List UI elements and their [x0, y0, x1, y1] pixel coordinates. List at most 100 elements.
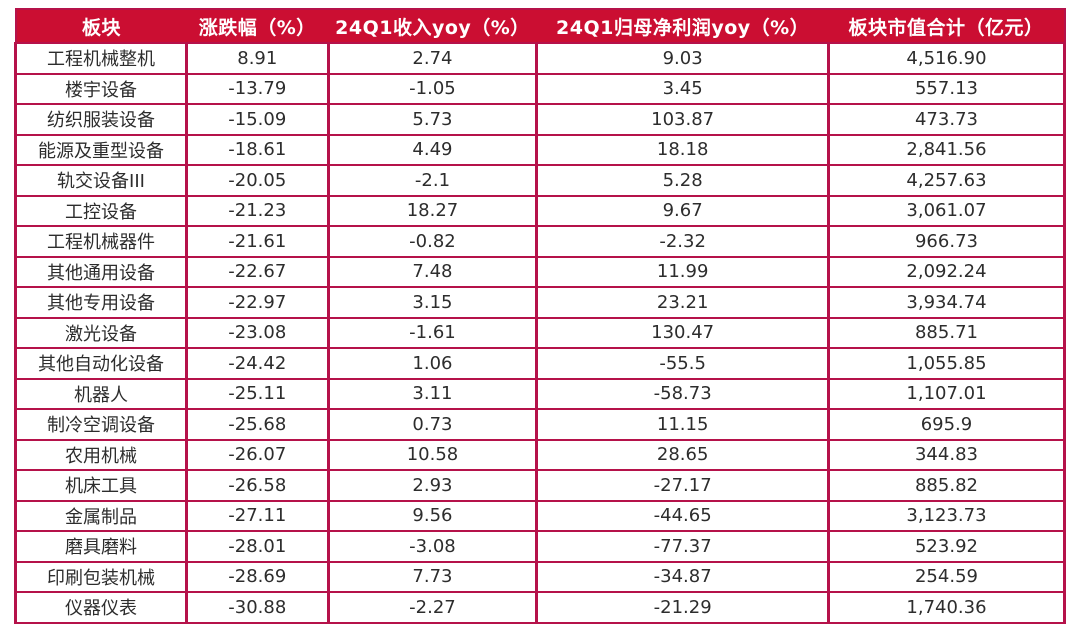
table-header-row: 板块 涨跌幅（%） 24Q1收入yoy（%） 24Q1归母净利润yoy（%） 板块市值合…: [15, 9, 1065, 43]
value-cell: -20.05: [184, 164, 330, 197]
value-cell: 523.92: [826, 530, 1067, 563]
sector-name-cell: 机器人: [14, 377, 188, 410]
value-cell: -25.68: [184, 408, 330, 441]
value-cell: 10.58: [326, 438, 539, 471]
table-header: 板块 涨跌幅（%） 24Q1收入yoy（%） 24Q1归母净利润yoy（%） 板块市值合…: [15, 9, 1065, 43]
sector-name-cell: 印刷包装机械: [14, 560, 188, 593]
value-cell: 5.73: [326, 103, 539, 136]
sector-name-cell: 农用机械: [14, 438, 188, 471]
table-row: 其他专用设备 -22.97 3.15 23.21 3,934.74: [14, 286, 1067, 319]
value-cell: 2.93: [326, 469, 539, 502]
value-cell: -21.23: [184, 194, 330, 227]
sector-name-cell: 金属制品: [14, 499, 188, 532]
value-cell: 2,092.24: [826, 255, 1067, 288]
value-cell: 4.49: [326, 133, 539, 166]
table-body: 工程机械整机 8.91 2.74 9.03 4,516.90 楼宇设备 -13.79 -1.0…: [14, 42, 1067, 624]
value-cell: -0.82: [326, 225, 539, 258]
value-cell: -21.61: [184, 225, 330, 258]
value-cell: -18.61: [184, 133, 330, 166]
value-cell: -44.65: [535, 499, 830, 532]
value-cell: 3,123.73: [826, 499, 1067, 532]
value-cell: -1.05: [326, 72, 539, 105]
table-row: 其他通用设备 -22.67 7.48 11.99 2,092.24: [14, 255, 1067, 288]
value-cell: 4,516.90: [826, 42, 1067, 75]
table-row: 工程机械整机 8.91 2.74 9.03 4,516.90: [14, 42, 1067, 75]
value-cell: -55.5: [535, 347, 830, 380]
sector-name-cell: 轨交设备III: [14, 164, 188, 197]
value-cell: -15.09: [184, 103, 330, 136]
value-cell: -23.08: [184, 316, 330, 349]
table-row: 机床工具 -26.58 2.93 -27.17 885.82: [14, 469, 1067, 502]
value-cell: -3.08: [326, 530, 539, 563]
value-cell: 3,934.74: [826, 286, 1067, 319]
sector-name-cell: 其他专用设备: [14, 286, 188, 319]
value-cell: 3,061.07: [826, 194, 1067, 227]
sector-name-cell: 制冷空调设备: [14, 408, 188, 441]
value-cell: 1.06: [326, 347, 539, 380]
value-cell: -13.79: [184, 72, 330, 105]
table-row: 楼宇设备 -13.79 -1.05 3.45 557.13: [14, 72, 1067, 105]
value-cell: 1,055.85: [826, 347, 1067, 380]
value-cell: 130.47: [535, 316, 830, 349]
value-cell: -2.32: [535, 225, 830, 258]
value-cell: 7.73: [326, 560, 539, 593]
value-cell: 23.21: [535, 286, 830, 319]
table-row: 农用机械 -26.07 10.58 28.65 344.83: [14, 438, 1067, 471]
value-cell: 2.74: [326, 42, 539, 75]
value-cell: 3.11: [326, 377, 539, 410]
sector-name-cell: 仪器仪表: [14, 591, 188, 624]
value-cell: 1,740.36: [826, 591, 1067, 624]
table-row: 纺织服装设备 -15.09 5.73 103.87 473.73: [14, 103, 1067, 136]
value-cell: 885.71: [826, 316, 1067, 349]
value-cell: 344.83: [826, 438, 1067, 471]
value-cell: 885.82: [826, 469, 1067, 502]
value-cell: 11.15: [535, 408, 830, 441]
value-cell: 3.15: [326, 286, 539, 319]
column-header-1: 涨跌幅（%）: [186, 9, 329, 43]
value-cell: 9.67: [535, 194, 830, 227]
table-row: 能源及重型设备 -18.61 4.49 18.18 2,841.56: [14, 133, 1067, 166]
value-cell: 473.73: [826, 103, 1067, 136]
value-cell: -24.42: [184, 347, 330, 380]
sector-name-cell: 其他通用设备: [14, 255, 188, 288]
sector-name-cell: 工程机械整机: [14, 42, 188, 75]
sector-name-cell: 纺织服装设备: [14, 103, 188, 136]
sector-name-cell: 能源及重型设备: [14, 133, 188, 166]
value-cell: 3.45: [535, 72, 830, 105]
value-cell: 11.99: [535, 255, 830, 288]
value-cell: 2,841.56: [826, 133, 1067, 166]
value-cell: 5.28: [535, 164, 830, 197]
value-cell: -58.73: [535, 377, 830, 410]
value-cell: -26.07: [184, 438, 330, 471]
value-cell: -30.88: [184, 591, 330, 624]
value-cell: 966.73: [826, 225, 1067, 258]
value-cell: 4,257.63: [826, 164, 1067, 197]
value-cell: -77.37: [535, 530, 830, 563]
table-row: 印刷包装机械 -28.69 7.73 -34.87 254.59: [14, 560, 1067, 593]
table-row: 轨交设备III -20.05 -2.1 5.28 4,257.63: [14, 164, 1067, 197]
value-cell: -22.67: [184, 255, 330, 288]
sector-name-cell: 磨具磨料: [14, 530, 188, 563]
table-row: 仪器仪表 -30.88 -2.27 -21.29 1,740.36: [14, 591, 1067, 624]
value-cell: -1.61: [326, 316, 539, 349]
value-cell: 1,107.01: [826, 377, 1067, 410]
table-row: 金属制品 -27.11 9.56 -44.65 3,123.73: [14, 499, 1067, 532]
value-cell: -34.87: [535, 560, 830, 593]
sector-name-cell: 其他自动化设备: [14, 347, 188, 380]
value-cell: 103.87: [535, 103, 830, 136]
value-cell: 695.9: [826, 408, 1067, 441]
value-cell: 28.65: [535, 438, 830, 471]
value-cell: 18.27: [326, 194, 539, 227]
column-header-4: 板块市值合计（亿元）: [828, 9, 1065, 43]
sector-name-cell: 工程机械器件: [14, 225, 188, 258]
value-cell: -21.29: [535, 591, 830, 624]
sector-performance-table: 板块 涨跌幅（%） 24Q1收入yoy（%） 24Q1归母净利润yoy（%） 板块市值合…: [14, 8, 1067, 624]
table-row: 激光设备 -23.08 -1.61 130.47 885.71: [14, 316, 1067, 349]
sector-name-cell: 工控设备: [14, 194, 188, 227]
value-cell: 7.48: [326, 255, 539, 288]
value-cell: -25.11: [184, 377, 330, 410]
value-cell: -2.27: [326, 591, 539, 624]
value-cell: 9.56: [326, 499, 539, 532]
table-row: 制冷空调设备 -25.68 0.73 11.15 695.9: [14, 408, 1067, 441]
